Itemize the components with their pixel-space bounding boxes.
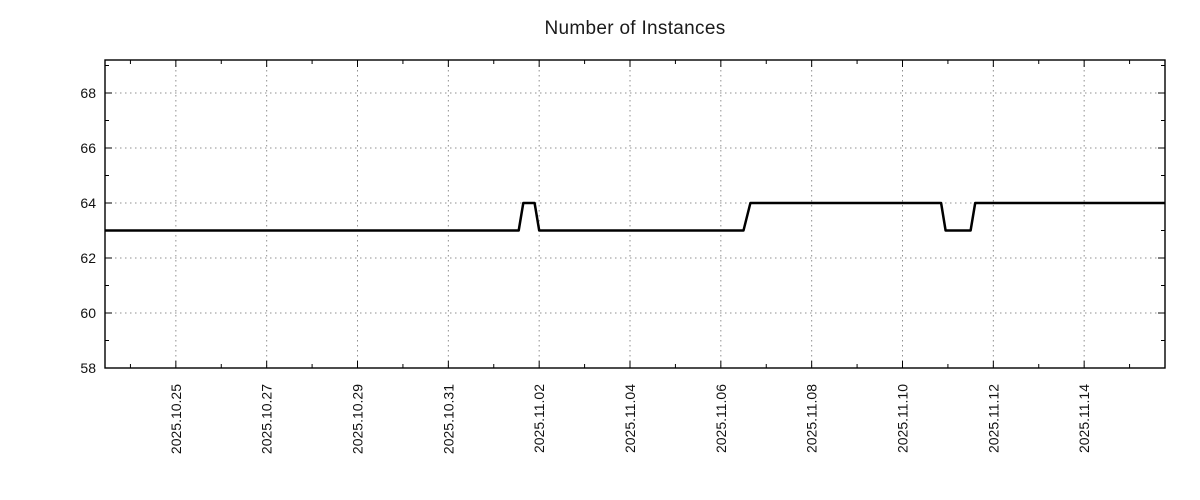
y-axis-tick-label: 66 — [80, 140, 96, 156]
x-axis-tick-label: 2025.11.08 — [804, 384, 820, 453]
plot-border — [104, 59, 1166, 369]
x-axis-tick-label: 2025.10.31 — [440, 384, 456, 454]
chart-title: Number of Instances — [544, 18, 726, 39]
data-line-instances — [105, 201, 1165, 232]
y-axis-tick-label: 68 — [80, 85, 96, 101]
y-axis-tick-label: 60 — [80, 305, 96, 321]
y-axis-tick-label: 62 — [80, 250, 96, 266]
y-axis-tick-label: 64 — [80, 195, 96, 211]
x-axis-tick-label: 2025.11.06 — [713, 384, 729, 453]
x-axis-tick-label: 2025.11.04 — [622, 384, 638, 453]
y-axis-tick-label: 58 — [80, 360, 96, 376]
x-axis-tick-label: 2025.11.10 — [894, 384, 910, 453]
x-axis-tick-label: 2025.10.27 — [259, 384, 275, 454]
x-axis-tick-label: 2025.11.02 — [531, 384, 547, 453]
x-axis-tick-label: 2025.10.25 — [168, 384, 184, 454]
x-axis-tick-label: 2025.10.29 — [350, 384, 366, 454]
x-axis-tick-label: 2025.11.12 — [985, 384, 1001, 453]
x-axis-tick-label: 2025.11.14 — [1076, 384, 1092, 453]
